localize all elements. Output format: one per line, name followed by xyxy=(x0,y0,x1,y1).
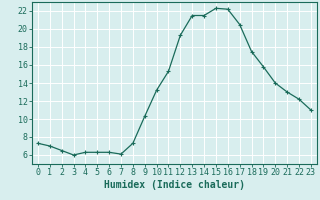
X-axis label: Humidex (Indice chaleur): Humidex (Indice chaleur) xyxy=(104,180,245,190)
